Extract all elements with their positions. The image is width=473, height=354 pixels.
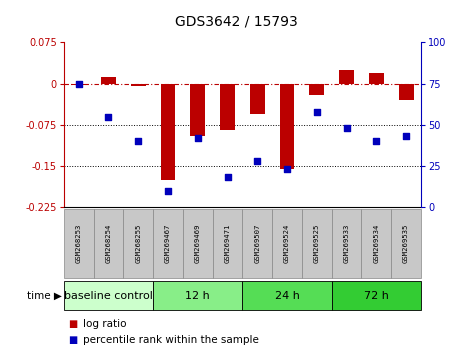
- Text: 72 h: 72 h: [364, 291, 389, 301]
- Point: [134, 138, 142, 144]
- Bar: [101, 77, 116, 84]
- Text: GSM269507: GSM269507: [254, 224, 260, 263]
- Text: ■: ■: [69, 319, 78, 329]
- Bar: [369, 73, 384, 84]
- Bar: [339, 70, 354, 84]
- Bar: [361, 209, 391, 278]
- Text: GDS3642 / 15793: GDS3642 / 15793: [175, 14, 298, 28]
- Bar: [213, 209, 243, 278]
- Text: GSM269471: GSM269471: [225, 224, 230, 263]
- Text: GSM269535: GSM269535: [403, 224, 409, 263]
- Bar: [183, 209, 213, 278]
- Point: [343, 125, 350, 131]
- Text: GSM268255: GSM268255: [135, 224, 141, 263]
- Bar: [280, 84, 295, 169]
- Bar: [272, 209, 302, 278]
- Point: [313, 109, 321, 114]
- Point: [283, 166, 291, 172]
- Text: GSM269467: GSM269467: [165, 224, 171, 263]
- Bar: [64, 209, 94, 278]
- Text: baseline control: baseline control: [64, 291, 153, 301]
- Text: ■: ■: [69, 335, 78, 345]
- Bar: [242, 209, 272, 278]
- Bar: [399, 84, 413, 100]
- Point: [75, 81, 82, 86]
- Bar: [220, 84, 235, 130]
- Text: GSM269525: GSM269525: [314, 224, 320, 263]
- Bar: [160, 84, 175, 180]
- Bar: [153, 281, 242, 310]
- Point: [224, 175, 231, 180]
- Text: percentile rank within the sample: percentile rank within the sample: [83, 335, 259, 345]
- Bar: [332, 209, 361, 278]
- Point: [403, 133, 410, 139]
- Point: [254, 158, 261, 164]
- Point: [164, 188, 172, 193]
- Bar: [94, 209, 123, 278]
- Bar: [250, 84, 265, 114]
- Point: [194, 135, 201, 141]
- Point: [105, 114, 112, 119]
- Bar: [309, 84, 324, 95]
- Bar: [243, 281, 332, 310]
- Point: [373, 138, 380, 144]
- Text: log ratio: log ratio: [83, 319, 126, 329]
- Text: GSM269533: GSM269533: [343, 224, 350, 263]
- Bar: [64, 281, 153, 310]
- Text: GSM269534: GSM269534: [373, 224, 379, 263]
- Bar: [302, 209, 332, 278]
- Bar: [153, 209, 183, 278]
- Text: 24 h: 24 h: [275, 291, 299, 301]
- Text: GSM269524: GSM269524: [284, 224, 290, 263]
- Bar: [123, 209, 153, 278]
- Text: GSM268253: GSM268253: [76, 224, 82, 263]
- Text: 12 h: 12 h: [185, 291, 210, 301]
- Text: time ▶: time ▶: [26, 291, 61, 301]
- Bar: [391, 209, 421, 278]
- Bar: [131, 84, 146, 86]
- Bar: [190, 84, 205, 136]
- Bar: [71, 84, 86, 85]
- Text: GSM269469: GSM269469: [195, 224, 201, 263]
- Bar: [332, 281, 421, 310]
- Text: GSM268254: GSM268254: [105, 224, 112, 263]
